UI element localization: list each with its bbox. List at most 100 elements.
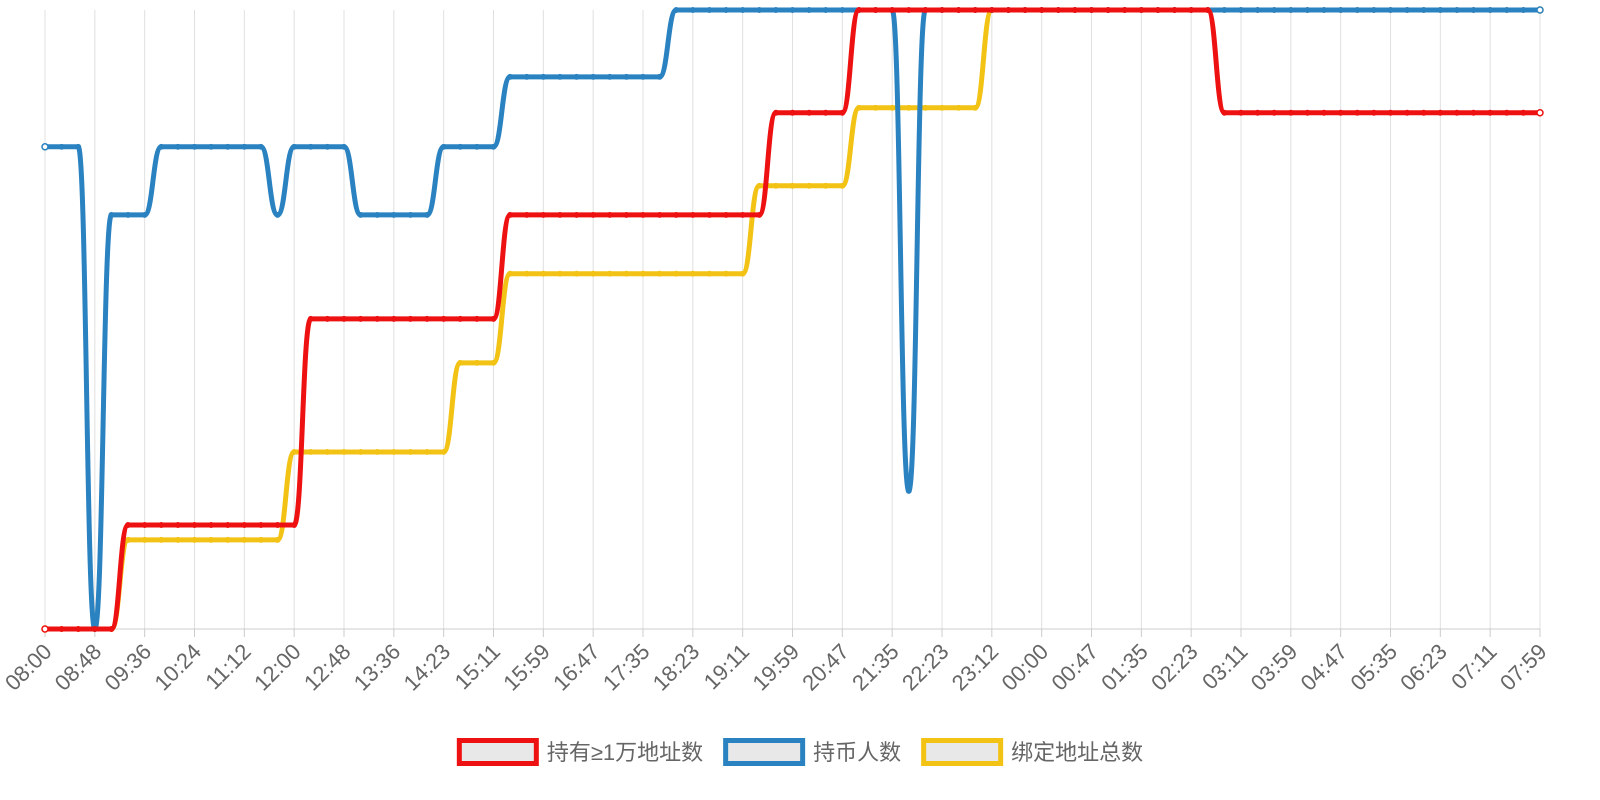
data-point [407, 315, 414, 322]
data-point [772, 7, 779, 13]
data-point [1453, 7, 1460, 13]
data-point [75, 143, 82, 150]
legend-label: 持有≥1万地址数 [547, 740, 703, 765]
grid [44, 10, 1541, 637]
data-point [1271, 109, 1278, 116]
data-point [1071, 7, 1078, 13]
data-point [922, 104, 929, 111]
data-point [374, 211, 381, 218]
data-point [723, 211, 730, 218]
data-point [889, 7, 896, 13]
data-point [623, 211, 630, 218]
data-point [208, 536, 215, 543]
data-point [540, 211, 547, 218]
data-point [191, 143, 198, 150]
data-point [706, 7, 713, 13]
data-point [1287, 109, 1294, 116]
data-point [806, 7, 813, 13]
data-point [158, 143, 165, 150]
data-point [623, 73, 630, 80]
data-point [1287, 7, 1294, 13]
data-point [1221, 7, 1228, 13]
data-point [208, 522, 215, 528]
data-point [673, 270, 680, 277]
data-point [590, 211, 597, 218]
data-point [1337, 109, 1344, 116]
data-point [1520, 109, 1527, 116]
data-point [1088, 7, 1095, 13]
data-point [1304, 109, 1311, 116]
data-point [540, 270, 547, 277]
x-tick-label: 00:00 [997, 639, 1054, 696]
legend-label: 持币人数 [813, 740, 901, 765]
data-point [424, 315, 431, 322]
data-point [1038, 7, 1045, 13]
x-tick-label: 22:23 [897, 639, 954, 696]
data-point [556, 73, 563, 80]
data-point [174, 143, 181, 150]
data-point [407, 211, 414, 218]
data-point [756, 211, 763, 218]
data-point [158, 536, 165, 543]
data-point [739, 7, 746, 13]
data-point [606, 211, 613, 218]
data-point [191, 536, 198, 543]
legend-item: 绑定地址总数 [921, 738, 1143, 766]
data-point [872, 104, 879, 111]
data-point [108, 626, 115, 632]
data-point [241, 536, 248, 543]
data-point [357, 449, 364, 455]
legend-swatch [921, 738, 1004, 766]
data-point [939, 7, 945, 13]
x-tick-label: 21:35 [847, 639, 904, 696]
data-point [1487, 7, 1494, 13]
data-point [789, 182, 796, 189]
data-point [772, 109, 779, 116]
data-point [341, 143, 347, 150]
data-point [523, 211, 530, 218]
data-point [241, 143, 248, 150]
data-point [291, 143, 298, 150]
data-point [440, 315, 447, 322]
x-tick-label: 23:12 [947, 639, 1004, 696]
data-point [41, 143, 49, 151]
data-point [1487, 109, 1494, 116]
data-point [1520, 7, 1527, 13]
data-point [573, 73, 580, 80]
data-point [1337, 7, 1344, 13]
data-point [257, 522, 264, 528]
x-tick-label: 00:47 [1046, 639, 1103, 696]
data-point [523, 73, 530, 80]
x-tick-label: 14:23 [399, 639, 456, 696]
data-point [1387, 109, 1394, 116]
data-point [224, 143, 231, 150]
data-point [1453, 109, 1460, 116]
data-point [689, 270, 696, 277]
data-point [457, 315, 464, 322]
data-point [822, 7, 829, 13]
data-point [407, 449, 414, 455]
data-point [1105, 7, 1112, 13]
data-point [706, 211, 713, 218]
data-point [291, 449, 298, 455]
data-point [208, 143, 215, 150]
data-point [174, 522, 181, 528]
x-axis: 08:0008:4809:3610:2411:1212:0012:4813:36… [0, 639, 1552, 696]
x-tick-label: 08:00 [0, 639, 57, 696]
data-point [75, 626, 82, 632]
data-point [723, 7, 730, 13]
x-tick-label: 11:12 [200, 639, 255, 694]
data-point [640, 73, 646, 80]
legend-swatch [456, 738, 539, 766]
data-point [889, 104, 896, 111]
x-tick-label: 13:36 [349, 639, 406, 696]
data-point [1536, 6, 1544, 14]
data-point [590, 73, 597, 80]
data-point [756, 182, 763, 189]
data-point [141, 211, 148, 218]
data-point [756, 7, 763, 13]
data-point [673, 7, 680, 13]
data-point [806, 182, 813, 189]
